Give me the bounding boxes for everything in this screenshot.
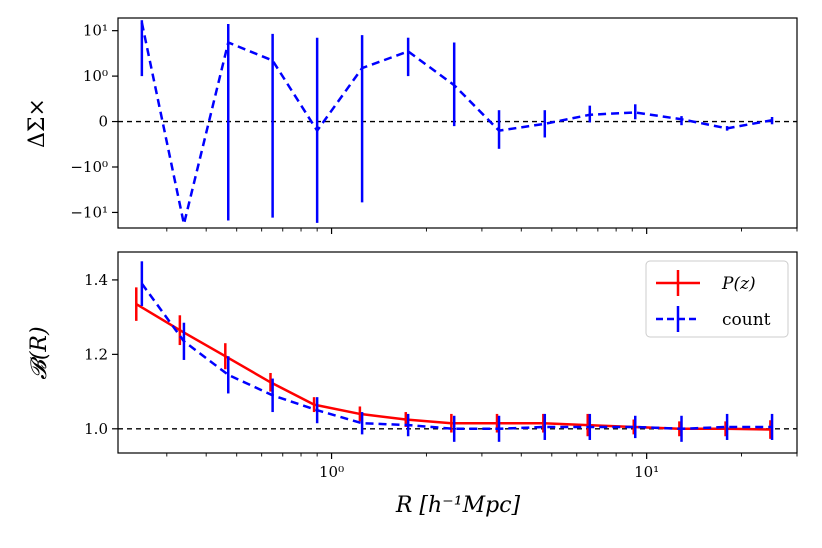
bottom-series	[135, 261, 774, 442]
bottom-y-axis-title: 𝓑(R)	[27, 326, 52, 379]
y-tick-label: 0	[98, 113, 108, 131]
top-y-ticks: 10¹ 10⁰ 0 −10⁰ −10¹	[70, 22, 118, 221]
top-panel: 10¹ 10⁰ 0 −10⁰ −10¹ ΔΣ×	[25, 17, 798, 234]
top-series	[140, 20, 774, 226]
x-tick-label: 10⁰	[319, 463, 344, 481]
series-count	[140, 261, 774, 442]
y-tick-label: 1.0	[84, 420, 108, 438]
y-tick-label: −10⁰	[70, 158, 108, 176]
legend: P(z) count	[645, 260, 789, 338]
series-pz	[135, 287, 772, 439]
x-tick-label: 10¹	[634, 463, 659, 481]
legend-pz-label: P(z)	[721, 274, 756, 294]
series-count	[140, 20, 774, 226]
series-line	[140, 22, 773, 226]
y-tick-label: 10¹	[83, 22, 108, 40]
y-tick-label: 1.2	[84, 345, 108, 363]
top-plot-frame	[117, 17, 798, 229]
y-tick-label: −10¹	[70, 203, 108, 221]
y-tick-label: 1.4	[84, 271, 108, 289]
legend-count-label: count	[722, 310, 771, 330]
bottom-plot-frame	[117, 251, 798, 454]
x-axis-title: R [h⁻¹Mpc]	[395, 493, 521, 518]
top-x-ticks	[166, 228, 798, 234]
bottom-panel: 1.0 1.2 1.4 10⁰ 10¹ 𝓑(R) R [h⁻¹Mpc] P(z) co…	[27, 251, 798, 518]
bottom-x-ticks: 10⁰ 10¹	[166, 453, 798, 481]
series-line	[140, 282, 773, 431]
y-tick-label: 10⁰	[83, 67, 108, 85]
bottom-y-ticks: 1.0 1.2 1.4	[84, 271, 118, 438]
top-y-axis-title: ΔΣ×	[25, 98, 50, 148]
